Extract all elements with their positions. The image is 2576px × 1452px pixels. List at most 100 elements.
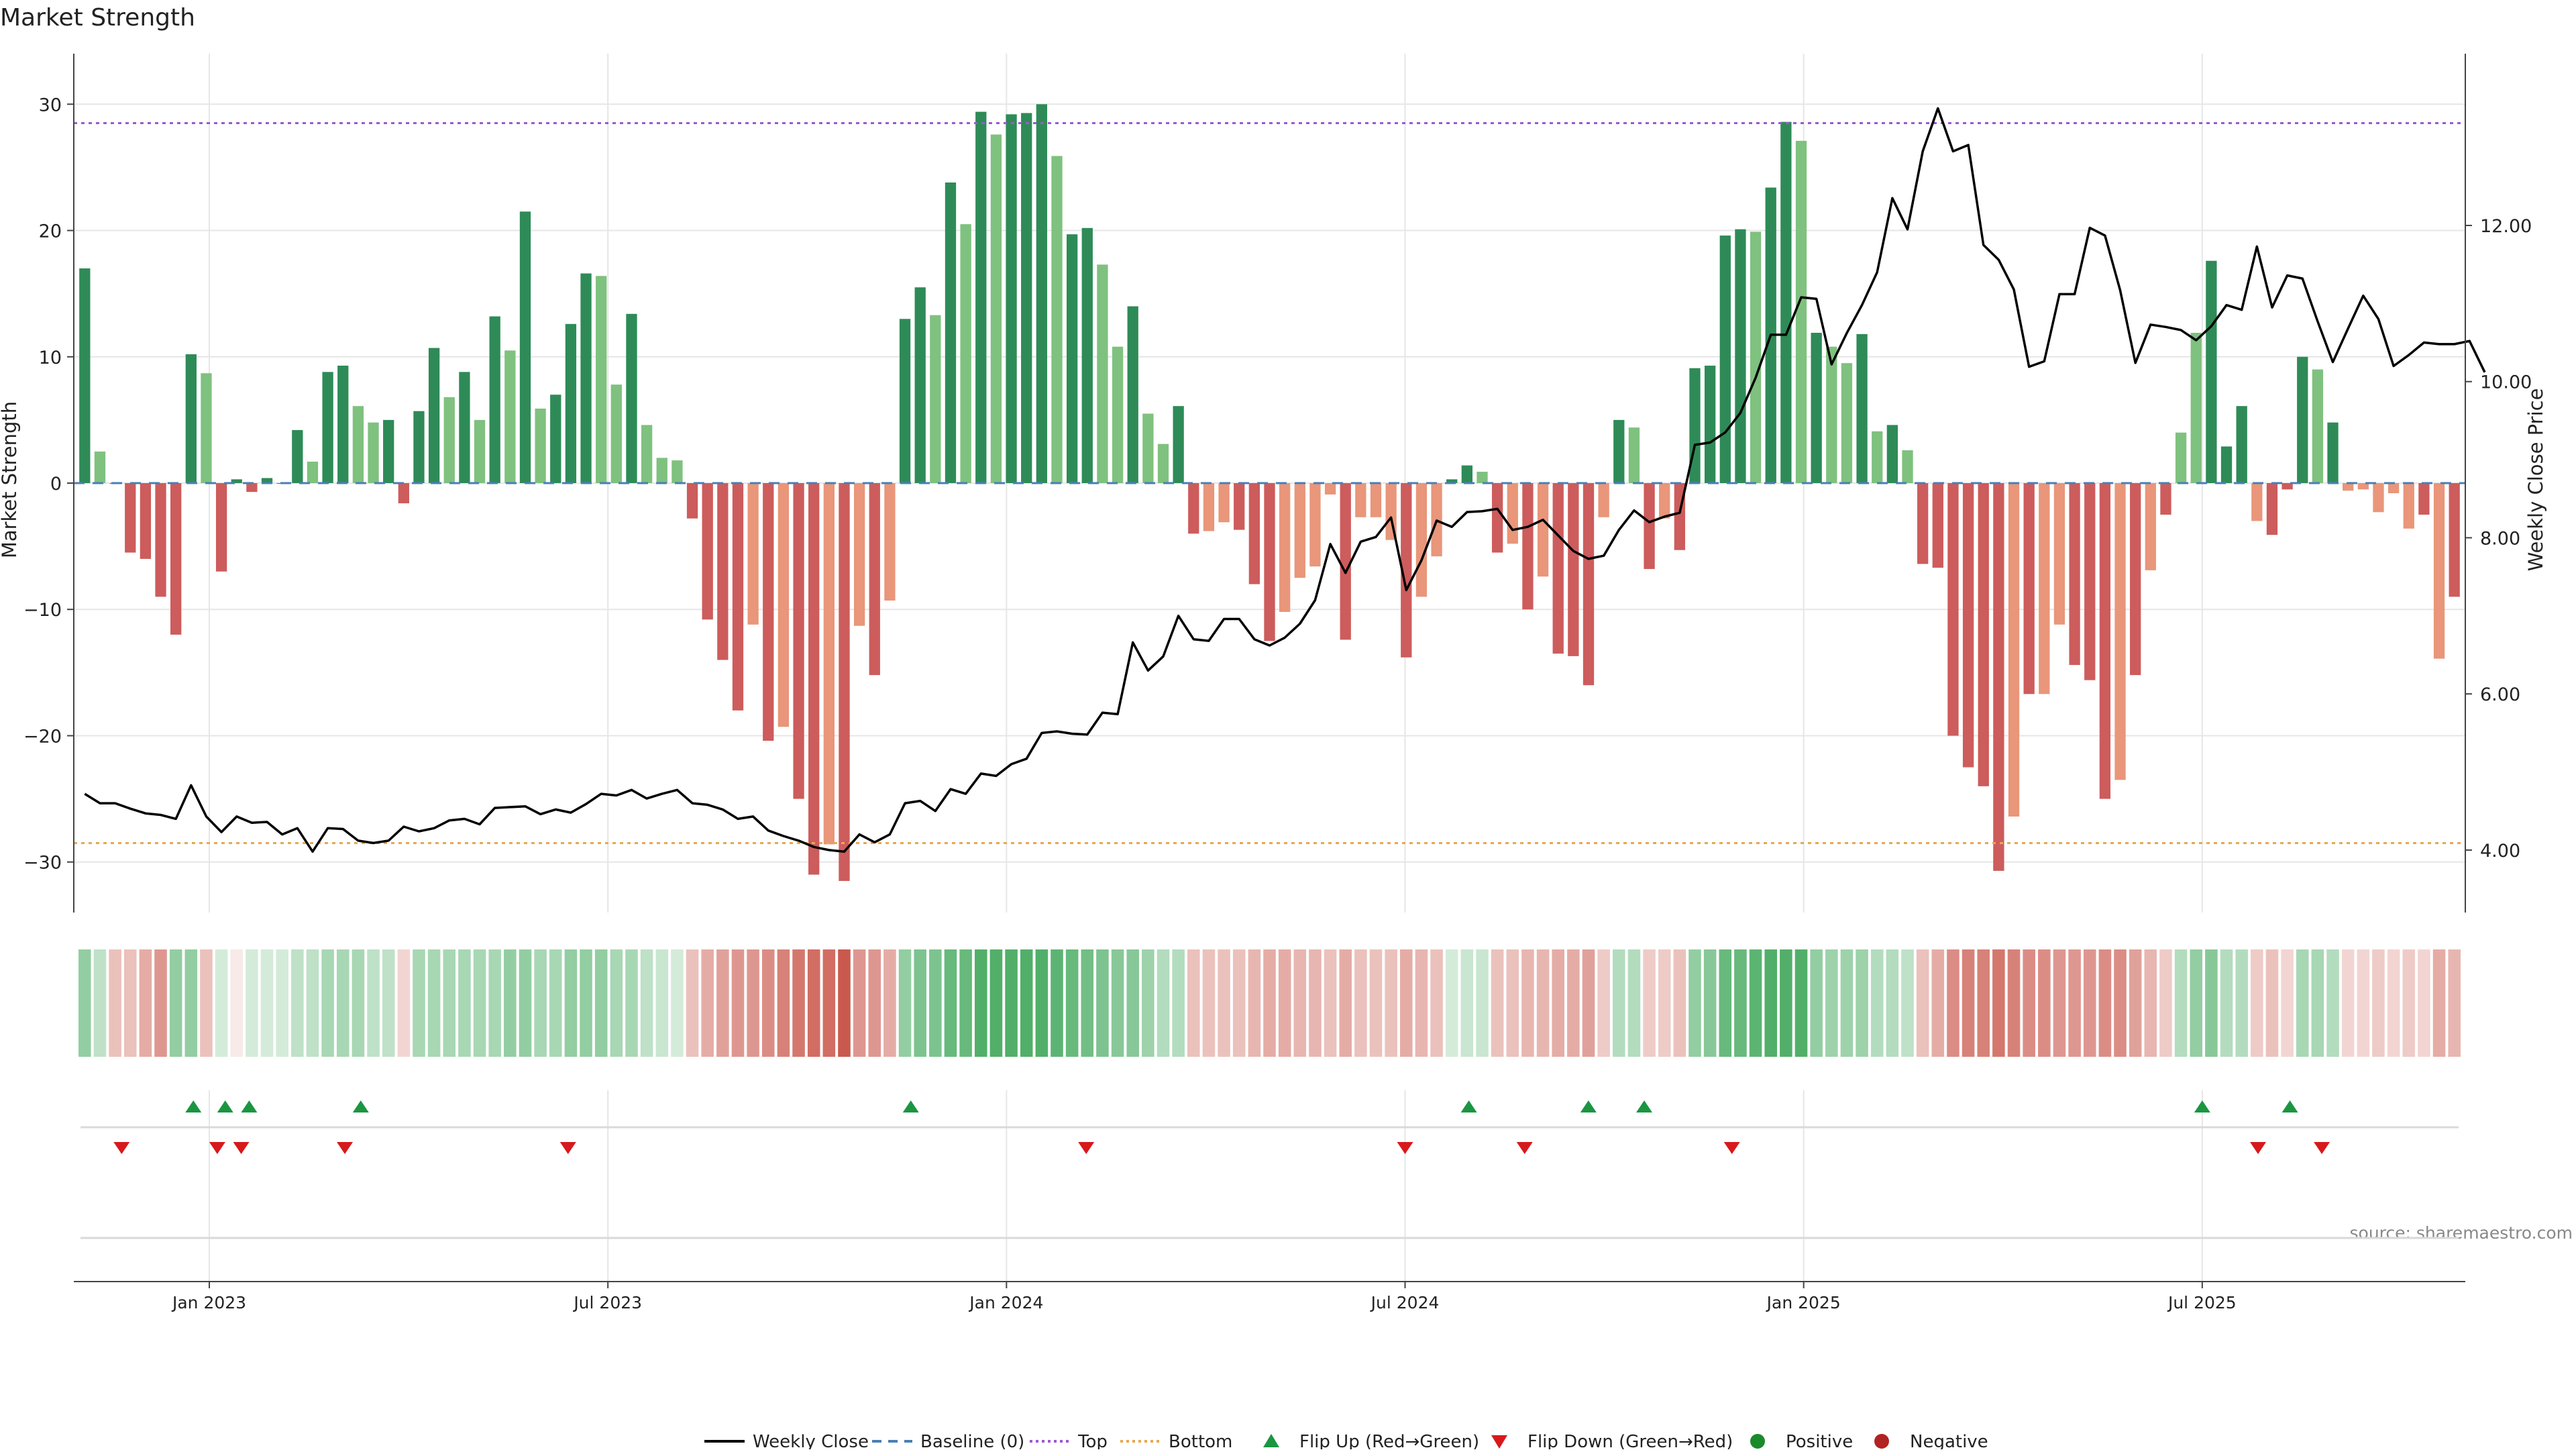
heat-cell	[549, 949, 562, 1057]
heat-cell	[594, 949, 608, 1057]
strength-bar	[2266, 483, 2278, 535]
strength-bar	[672, 460, 683, 483]
strength-bar	[2099, 483, 2111, 799]
legend-swatch	[1263, 1434, 1279, 1447]
strength-bar	[1248, 483, 1260, 584]
strength-bar	[368, 422, 379, 483]
strength-bar	[626, 313, 637, 483]
strength-bar	[1522, 483, 1534, 610]
heat-cell	[1794, 949, 1808, 1057]
heat-cell	[1126, 949, 1139, 1057]
strength-bar	[2343, 483, 2354, 491]
strength-bar	[1477, 472, 1488, 483]
heat-cell	[898, 949, 912, 1057]
strength-bar	[1795, 140, 1807, 483]
heat-cell	[1415, 949, 1428, 1057]
heat-cell	[1020, 949, 1033, 1057]
strength-bar	[1507, 483, 1518, 544]
flip-down-marker	[559, 1142, 576, 1154]
heat-cell	[686, 949, 699, 1057]
heat-cell	[1977, 949, 1990, 1057]
strength-bar	[94, 451, 106, 483]
heat-cell	[1673, 949, 1686, 1057]
strength-bar	[413, 411, 425, 483]
strength-bar	[1582, 483, 1595, 686]
strength-bar	[489, 316, 500, 483]
y-tick-label-left: 30	[39, 95, 62, 115]
heat-cell	[443, 949, 456, 1057]
strength-bar	[702, 483, 713, 620]
heat-cell	[1506, 949, 1519, 1057]
heat-cell	[1232, 949, 1246, 1057]
strength-bar	[2282, 483, 2293, 490]
strength-bar	[596, 276, 607, 483]
legend-top: Top	[1030, 1432, 1108, 1452]
heat-cell	[1552, 949, 1565, 1057]
heat-cell	[1870, 949, 1884, 1057]
heat-cell	[367, 949, 380, 1057]
heat-cell	[2129, 949, 2142, 1057]
strength-bar	[1750, 231, 1762, 483]
strength-bar	[1218, 483, 1230, 523]
strength-bar	[686, 483, 698, 519]
flip-up-marker	[352, 1100, 369, 1112]
y-axis-label-right: Weekly Close Price	[2524, 388, 2547, 572]
strength-bar	[747, 483, 759, 625]
y-tick-label-left: 0	[50, 474, 62, 495]
strength-bar	[215, 483, 227, 572]
strength-bar	[1705, 365, 1716, 483]
strength-bar	[580, 273, 592, 483]
strength-bar	[1234, 483, 1245, 530]
strength-bar	[1491, 483, 1503, 553]
heat-cell	[1263, 949, 1276, 1057]
strength-bar	[1051, 156, 1063, 483]
heat-cell	[1947, 949, 1960, 1057]
heat-cell	[1916, 949, 1929, 1057]
legend-positive: Positive	[1750, 1432, 1853, 1452]
strength-bar	[201, 373, 212, 483]
strength-bar	[1309, 483, 1321, 567]
heat-cell	[1081, 949, 1094, 1057]
heat-cell	[1369, 949, 1383, 1057]
heat-cell	[534, 949, 547, 1057]
strength-bar	[2220, 446, 2233, 483]
strength-bar	[1370, 483, 1382, 517]
heat-cell	[1901, 949, 1914, 1057]
strength-bar	[960, 224, 971, 483]
strength-bar	[550, 395, 561, 483]
heat-cell	[2023, 949, 2035, 1057]
strength-bar	[1097, 264, 1108, 483]
heat-cell	[777, 949, 790, 1057]
strength-bar	[1415, 483, 1428, 597]
strength-bar	[2206, 260, 2217, 483]
heat-cell	[1627, 949, 1641, 1057]
heat-cell	[731, 949, 745, 1057]
heat-cell	[306, 949, 319, 1057]
strength-bar	[125, 483, 136, 553]
heat-cell	[1157, 949, 1170, 1057]
y-tick-label-right: 12.00	[2480, 216, 2532, 237]
strength-bar	[322, 372, 333, 483]
strength-bar	[504, 350, 516, 483]
strength-bar	[610, 384, 622, 483]
heat-cell	[2432, 949, 2446, 1057]
heat-cell	[2235, 949, 2248, 1057]
heat-cell	[807, 949, 820, 1057]
heat-cell	[2296, 949, 2309, 1057]
legend-flip-down: Flip Down (Green→Red)	[1491, 1432, 1733, 1452]
heat-cell	[701, 949, 714, 1057]
strength-bar	[1811, 333, 1822, 483]
strength-bar	[1962, 483, 1974, 768]
legend-label: Positive	[1786, 1432, 1853, 1449]
strength-bar	[1886, 425, 1898, 483]
heat-cell	[1749, 949, 1762, 1057]
heat-cell	[610, 949, 623, 1057]
heat-cell	[2114, 949, 2127, 1057]
heat-cell	[1886, 949, 1899, 1057]
strength-bar	[2297, 356, 2308, 483]
strength-bar	[1157, 444, 1169, 483]
x-tick-label: Jul 2024	[1370, 1293, 1440, 1312]
strength-bar	[2053, 483, 2065, 625]
strength-bar	[1735, 229, 1746, 483]
legend-label: Weekly Close	[753, 1432, 869, 1449]
